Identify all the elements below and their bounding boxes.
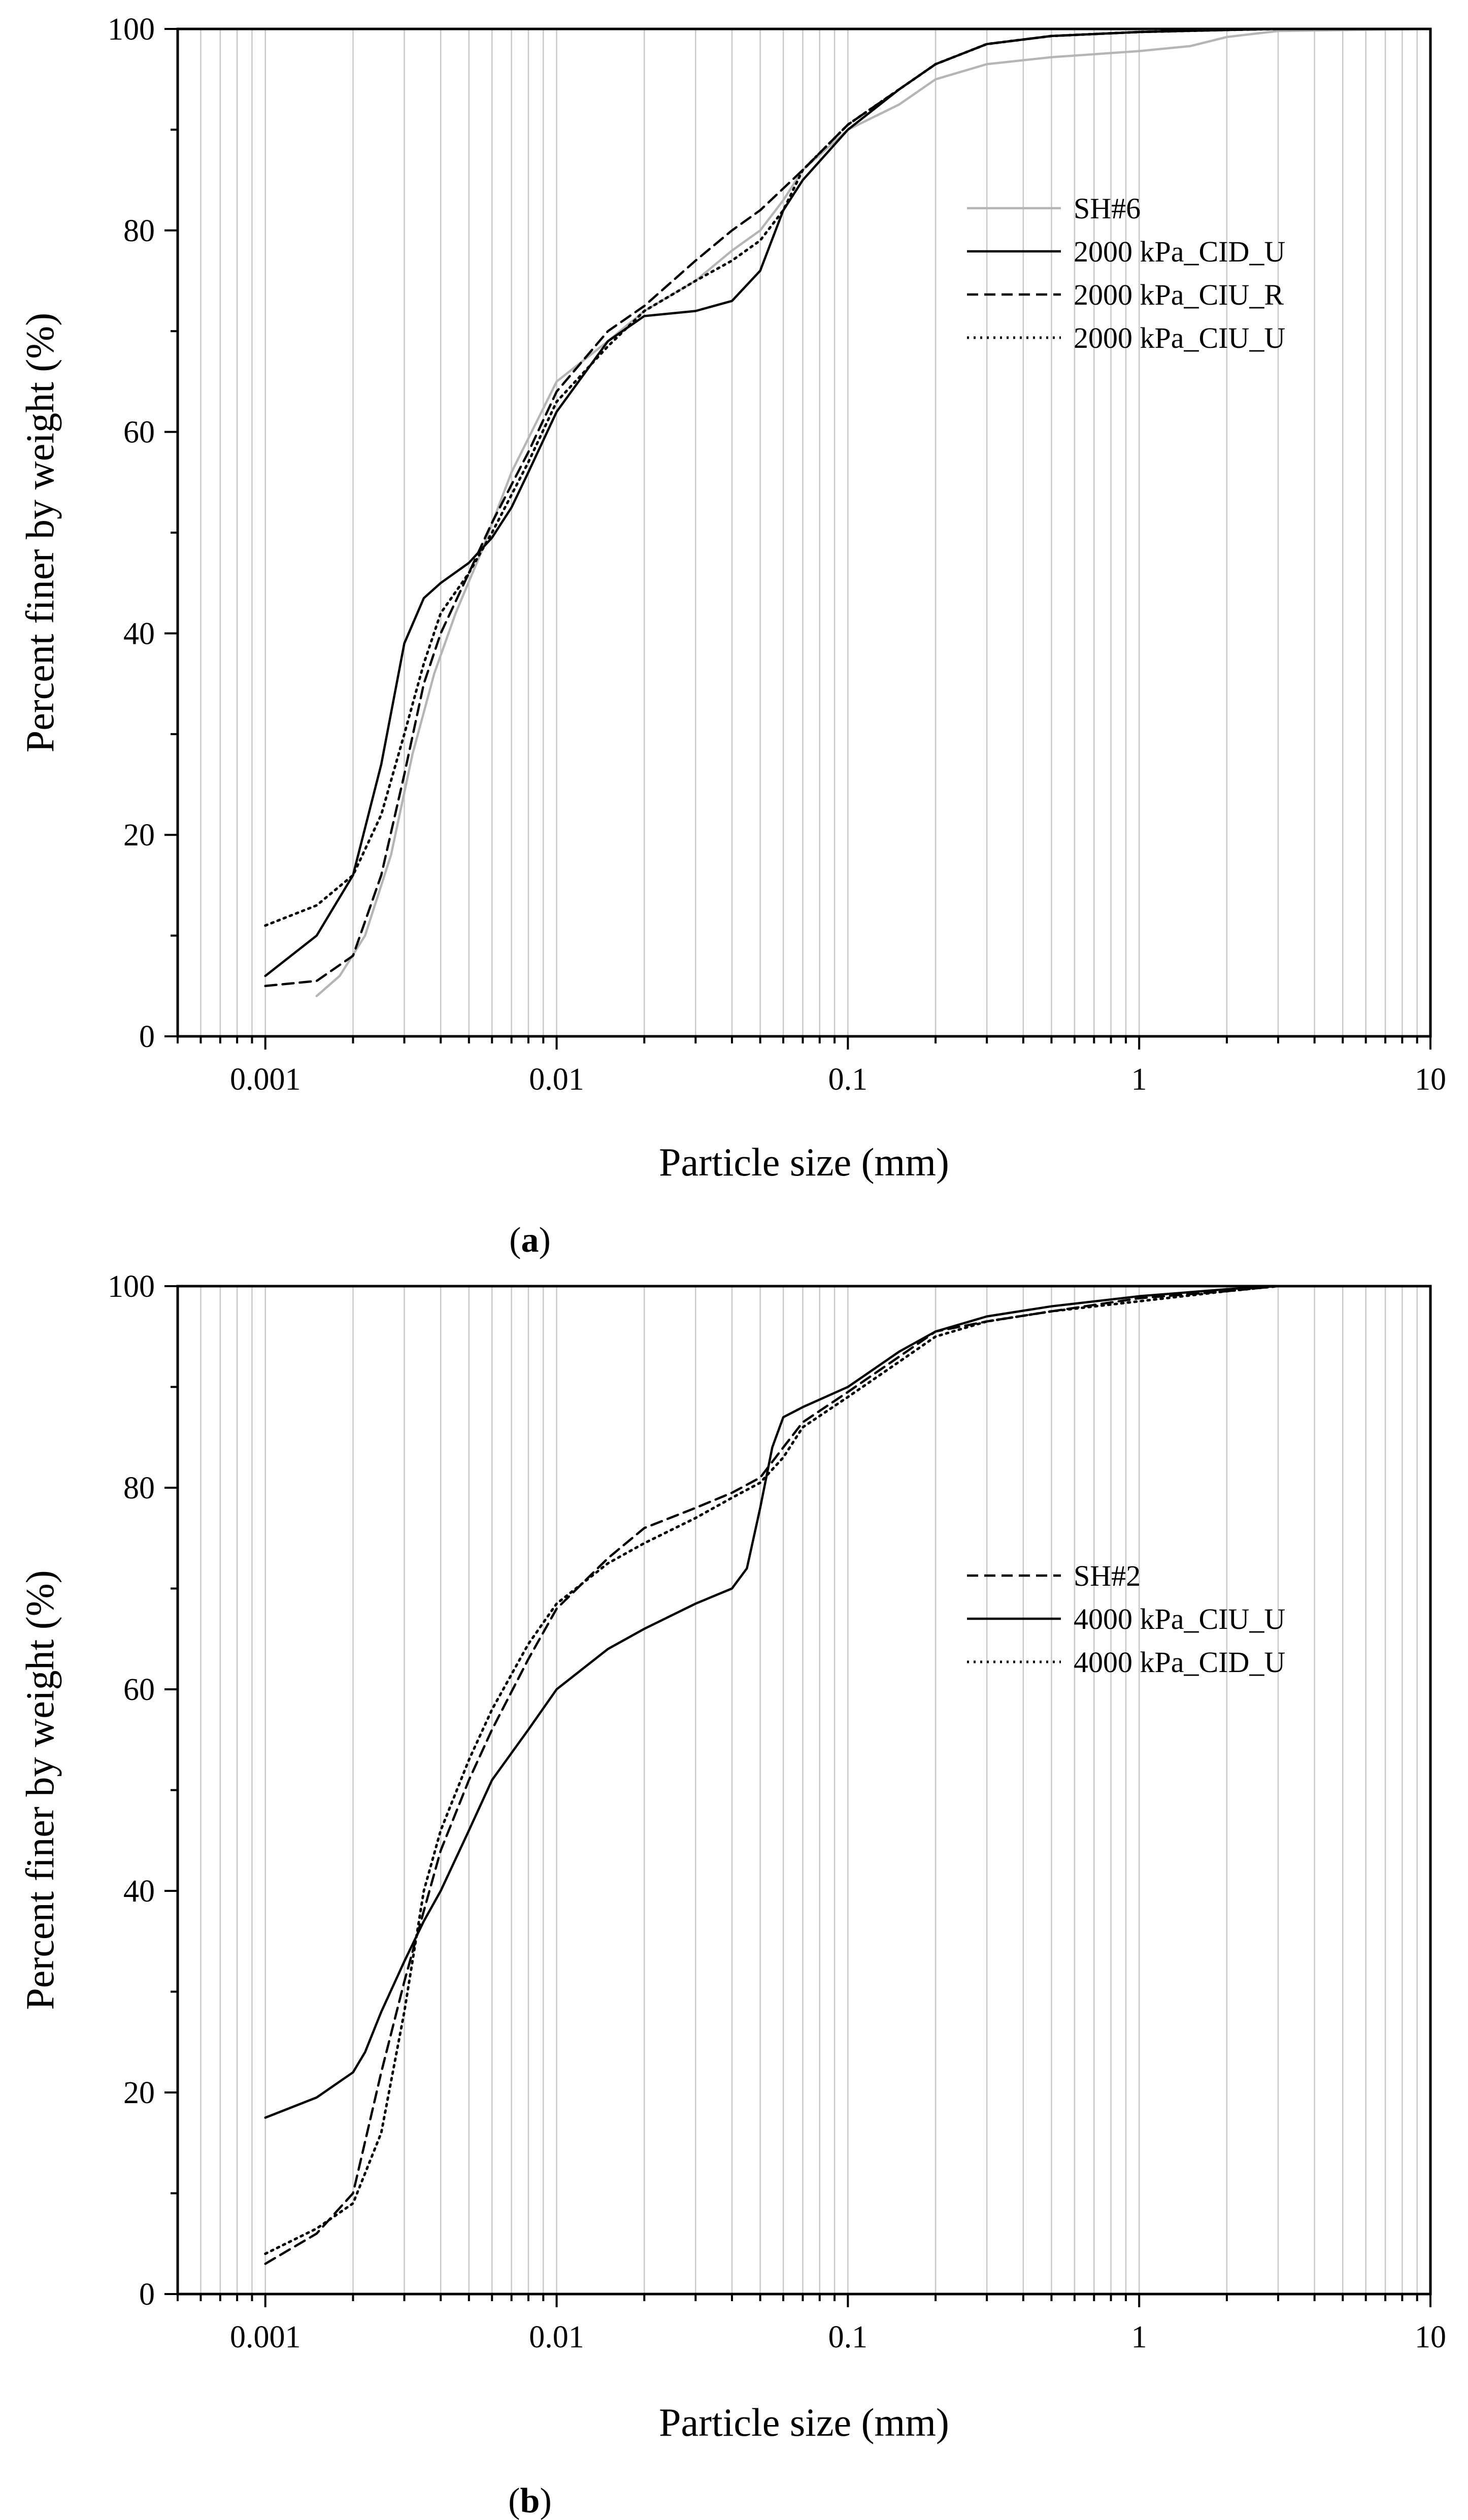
x-tick-label: 1 xyxy=(1131,1062,1147,1097)
x-tick-label: 0.01 xyxy=(529,2320,584,2354)
y-tick-label: 0 xyxy=(139,1020,155,1054)
x-tick-label: 0.1 xyxy=(828,2320,868,2354)
series-group xyxy=(264,1286,1280,2265)
y-tick-label: 20 xyxy=(123,818,155,853)
panel-caption: (a) xyxy=(509,1221,551,1260)
x-tick-label: 10 xyxy=(1415,2320,1446,2354)
series-line-2000-kpa-ciu-r xyxy=(264,29,1430,988)
series-line-4000-kpa-cid-u xyxy=(264,1286,1280,2255)
series-line-sh-6 xyxy=(315,29,1430,997)
series-line-4000-kpa-ciu-u xyxy=(264,1286,1280,2119)
series-line-2000-kpa-ciu-u xyxy=(264,29,1430,927)
x-axis-title: Particle size (mm) xyxy=(659,1140,949,1184)
legend: SH#2 4000 kPa_CIU_U 4000 kPa_CID_U xyxy=(967,1559,1285,1679)
y-axis-title: Percent finer by weight (%) xyxy=(18,1570,62,2010)
y-tick-label: 100 xyxy=(108,1269,155,1304)
legend-label: 2000 kPa_CIU_U xyxy=(1074,321,1285,354)
x-tick-label: 1 xyxy=(1131,2320,1147,2354)
x-tick-label: 0.001 xyxy=(230,1062,301,1097)
y-tick-label: 60 xyxy=(123,1673,155,1707)
series-line-sh-2 xyxy=(264,1286,1280,2265)
legend: SH#6 2000 kPa_CID_U 2000 kPa_CIU_R 2000 kPa… xyxy=(967,192,1285,354)
y-tick-label: 20 xyxy=(123,2076,155,2110)
series-group xyxy=(264,29,1430,997)
y-tick-label: 40 xyxy=(123,1874,155,1909)
legend-label: SH#2 xyxy=(1074,1559,1141,1592)
y-tick-label: 0 xyxy=(139,2277,155,2312)
x-tick-label: 0.1 xyxy=(828,1062,868,1097)
y-tick-label: 100 xyxy=(108,12,155,47)
y-tick-label: 60 xyxy=(123,415,155,450)
legend-label: 2000 kPa_CIU_R xyxy=(1074,278,1284,311)
legend-label: 4000 kPa_CID_U xyxy=(1074,1646,1285,1679)
y-tick-label: 40 xyxy=(123,616,155,651)
x-axis-title: Particle size (mm) xyxy=(659,2400,949,2444)
legend-label: 4000 kPa_CIU_U xyxy=(1074,1602,1285,1635)
y-tick-label: 80 xyxy=(123,214,155,248)
panel-caption: (b) xyxy=(508,2481,552,2520)
x-tick-label: 10 xyxy=(1415,1062,1446,1097)
legend-label: 2000 kPa_CID_U xyxy=(1074,235,1285,268)
legend-label: SH#6 xyxy=(1074,192,1141,225)
x-tick-label: 0.01 xyxy=(529,1062,584,1097)
y-axis-title: Percent finer by weight (%) xyxy=(18,313,62,752)
y-tick-label: 80 xyxy=(123,1471,155,1506)
x-tick-label: 0.001 xyxy=(230,2320,301,2354)
